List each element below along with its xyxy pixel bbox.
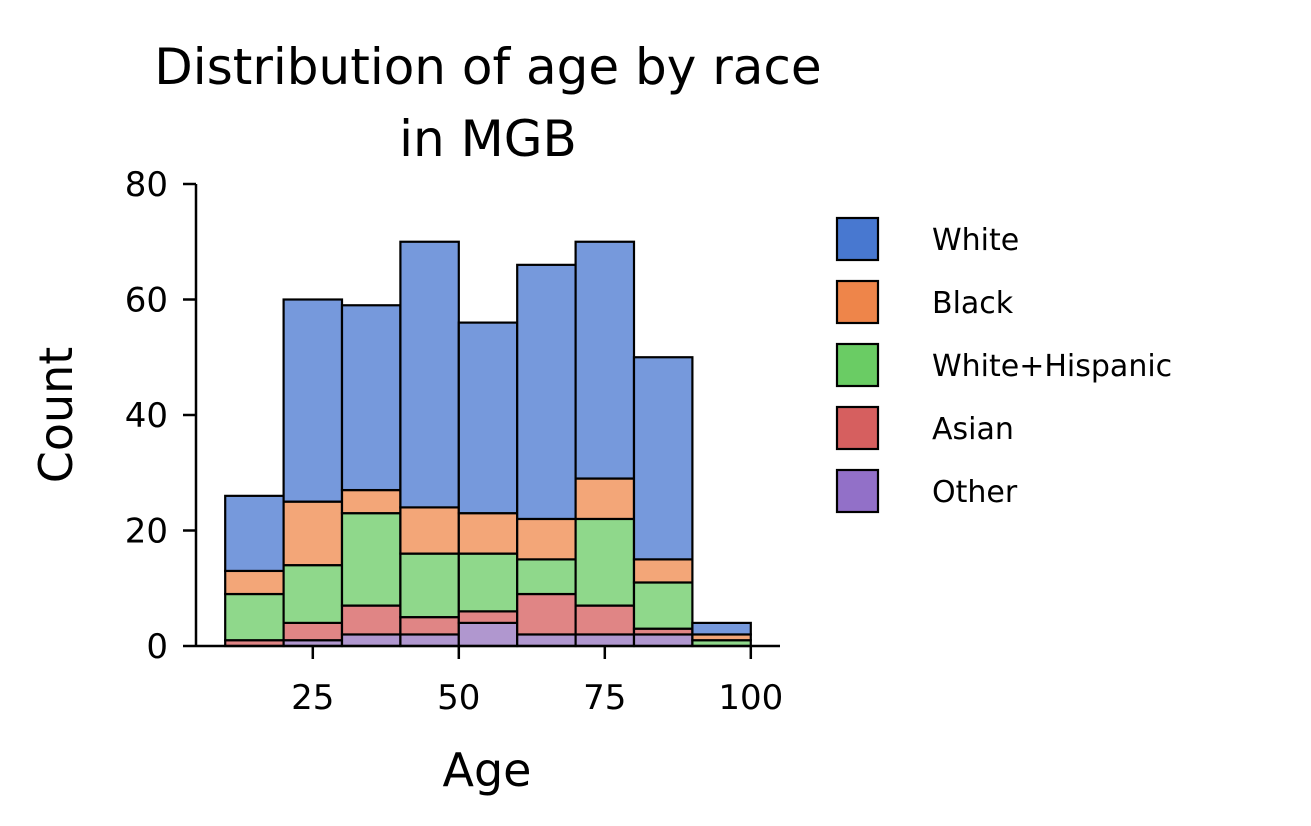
bar-asian-bin-2	[340, 604, 402, 636]
y-tick-label: 60	[125, 281, 168, 321]
bar-black-bin-2	[340, 488, 402, 515]
bar-white-bin-2	[340, 304, 402, 492]
bar-white-bin-3	[399, 240, 460, 509]
x-tick-label: 75	[583, 678, 626, 718]
bar-black-bin-5	[516, 517, 577, 561]
axes: 0 20 40 60 80 25 50 75 100	[125, 165, 784, 718]
bar-other-bin-5	[516, 633, 577, 648]
bar-black-bin-4	[457, 512, 519, 555]
x-axis-label: Age	[443, 743, 532, 797]
legend-swatch	[835, 405, 880, 451]
bar-asian-bin-3	[399, 616, 460, 636]
bar-white-hispanic-bin-6	[574, 517, 636, 607]
legend: White Black White+Hispanic Asian Other	[835, 216, 1172, 514]
bar-white-hispanic-bin-0	[224, 592, 285, 642]
chart-title: Distribution of age by race	[154, 38, 821, 96]
legend-label: Other	[932, 475, 1018, 510]
bar-black-bin-1	[282, 500, 344, 567]
bar-asian-bin-5	[516, 592, 577, 636]
bar-black-bin-0	[224, 569, 285, 596]
bar-white-hispanic-bin-2	[340, 512, 402, 607]
bar-white-bin-4	[457, 321, 519, 515]
legend-swatch	[835, 342, 880, 388]
bar-white-bin-8	[691, 621, 752, 636]
y-axis-label: Count	[29, 347, 83, 484]
bar-black-bin-3	[399, 506, 460, 555]
x-tick-label: 25	[291, 678, 334, 718]
legend-label: Asian	[932, 412, 1014, 447]
bar-white-bin-7	[632, 356, 694, 561]
bar-white-hispanic-bin-7	[632, 581, 694, 630]
legend-swatch	[835, 216, 880, 262]
legend-label: White	[932, 223, 1019, 258]
bar-black-bin-7	[632, 558, 694, 584]
bar-white-bin-5	[516, 263, 577, 521]
y-tick-label: 0	[146, 627, 168, 667]
bar-white-bin-6	[574, 240, 636, 480]
bar-other-bin-3	[399, 633, 460, 648]
x-tick-label: 100	[718, 678, 783, 718]
x-tick-label: 50	[437, 678, 480, 718]
y-tick-label: 20	[125, 512, 168, 552]
bar-white-hispanic-bin-3	[399, 552, 460, 619]
bar-white-hispanic-bin-4	[457, 552, 519, 613]
bar-stacks	[224, 240, 752, 648]
bar-other-bin-2	[340, 633, 402, 648]
bar-white-hispanic-bin-5	[516, 558, 577, 596]
bar-white-hispanic-bin-1	[282, 564, 344, 625]
y-tick-label: 80	[125, 165, 168, 205]
bar-other-bin-6	[574, 633, 636, 648]
legend-swatch	[835, 468, 880, 514]
bar-black-bin-6	[574, 477, 636, 521]
chart-subtitle: in MGB	[399, 110, 577, 168]
bar-other-bin-7	[632, 633, 694, 648]
legend-label: White+Hispanic	[932, 349, 1172, 384]
bar-asian-bin-4	[457, 610, 519, 624]
y-tick-label: 40	[125, 396, 168, 436]
bar-white-bin-0	[224, 494, 285, 573]
bar-other-bin-4	[457, 621, 519, 648]
legend-swatch	[835, 279, 880, 325]
bar-white-bin-1	[282, 298, 344, 503]
legend-label: Black	[932, 286, 1014, 321]
bar-asian-bin-1	[282, 621, 344, 642]
bar-asian-bin-6	[574, 604, 636, 636]
